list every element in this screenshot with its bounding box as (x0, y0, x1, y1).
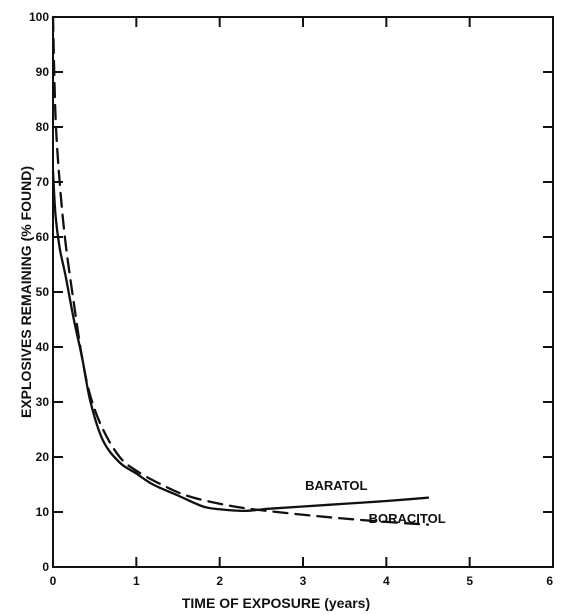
y-axis-tick-label: 100 (29, 10, 49, 24)
x-axis-tick-label: 2 (216, 574, 223, 588)
y-axis-tick-label: 60 (36, 230, 50, 244)
series-label-boracitol: BORACITOL (369, 511, 446, 526)
x-axis-tick-label: 1 (133, 574, 140, 588)
x-axis-tick-label: 3 (300, 574, 307, 588)
x-axis-tick-label: 4 (383, 574, 390, 588)
x-axis-tick-label: 0 (50, 574, 57, 588)
y-axis-label: EXPLOSIVES REMAINING (% FOUND) (18, 166, 34, 418)
y-axis-tick-label: 70 (36, 175, 50, 189)
series-line-baratol (51, 169, 430, 513)
y-axis-tick-label: 90 (36, 65, 50, 79)
y-axis-tick-label: 80 (36, 120, 50, 134)
x-axis-tick-label: 6 (546, 574, 553, 588)
series-layer (51, 15, 430, 526)
plot-frame (52, 16, 554, 568)
series-line-boracitol (51, 15, 430, 526)
x-axis-ticks: 0 1 2 3 4 5 6 (50, 557, 554, 588)
series-label-baratol: BARATOL (305, 478, 367, 493)
y-axis-tick-label: 40 (36, 340, 50, 354)
x-axis-tick-label: 5 (466, 574, 473, 588)
y-axis-tick-label: 30 (36, 395, 50, 409)
y-axis-tick-label: 20 (36, 450, 50, 464)
right-axis-ticks (543, 16, 553, 568)
y-axis-tick-label: 50 (36, 285, 50, 299)
top-axis-ticks (52, 17, 554, 27)
y-axis-ticks: 0 10 20 30 40 50 60 70 80 90 100 (29, 10, 63, 574)
y-axis-tick-label: 10 (36, 505, 50, 519)
x-axis-label: TIME OF EXPOSURE (years) (182, 595, 370, 611)
y-axis-tick-label: 0 (42, 560, 49, 574)
annotation-layer: BARATOL BORACITOL (305, 478, 446, 526)
